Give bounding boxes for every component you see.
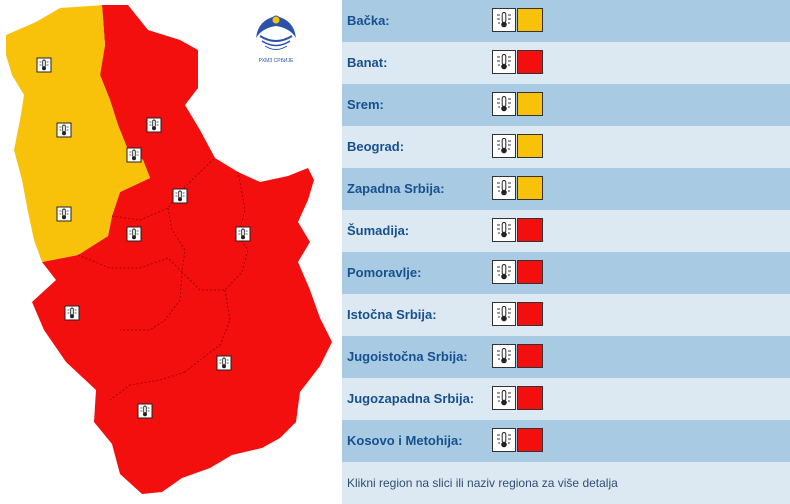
thermometer-icon <box>492 134 516 158</box>
thermometer-icon <box>492 92 516 116</box>
warning-level-yellow <box>517 134 543 158</box>
warning-level-red <box>517 428 543 452</box>
region-name-link[interactable]: Pomoravlje: <box>347 265 422 280</box>
region-name-link[interactable]: Srem: <box>347 97 384 112</box>
region-row[interactable]: Srem: <box>342 84 790 126</box>
region-row[interactable]: Istočna Srbija: <box>342 294 790 336</box>
region-row[interactable]: Kosovo i Metohija: <box>342 420 790 462</box>
region-name-link[interactable]: Jugozapadna Srbija: <box>347 391 475 406</box>
warning-map: РХМЗ СРБИЈЕ <box>0 0 340 504</box>
thermometer-icon <box>56 122 72 138</box>
warning-level-red <box>517 386 543 410</box>
region-row[interactable]: Zapadna Srbija: <box>342 168 790 210</box>
warning-level-red <box>517 260 543 284</box>
thermometer-icon <box>56 206 72 222</box>
region-row[interactable]: Šumadija: <box>342 210 790 252</box>
region-row[interactable]: Jugoistočna Srbija: <box>342 336 790 378</box>
region-name-link[interactable]: Jugoistočna Srbija: <box>347 349 468 364</box>
region-name-link[interactable]: Beograd: <box>347 139 405 154</box>
region-row[interactable]: Banat: <box>342 42 790 84</box>
thermometer-icon <box>126 147 142 163</box>
map-red-area[interactable] <box>32 5 332 494</box>
region-name-link[interactable]: Šumadija: <box>347 223 410 238</box>
warning-level-red <box>517 218 543 242</box>
map-svg: РХМЗ СРБИЈЕ <box>6 5 332 494</box>
region-row[interactable]: Pomoravlje: <box>342 252 790 294</box>
region-name-link[interactable]: Bačka: <box>347 13 390 28</box>
region-row[interactable]: Jugozapadna Srbija: <box>342 378 790 420</box>
rhmz-logo-icon: РХМЗ СРБИЈЕ <box>256 15 296 64</box>
thermometer-icon <box>492 8 516 32</box>
region-name-link[interactable]: Zapadna Srbija: <box>347 181 445 196</box>
region-row[interactable]: Bačka: <box>342 0 790 42</box>
thermometer-icon <box>64 305 80 321</box>
warning-level-yellow <box>517 92 543 116</box>
thermometer-icon <box>492 428 516 452</box>
thermometer-icon <box>492 218 516 242</box>
thermometer-icon <box>36 57 52 73</box>
region-row[interactable]: Beograd: <box>342 126 790 168</box>
thermometer-icon <box>172 188 188 204</box>
thermometer-icon <box>146 117 162 133</box>
thermometer-icon <box>492 176 516 200</box>
warning-level-yellow <box>517 8 543 32</box>
footer-hint: Klikni region na slici ili naziv regiona… <box>342 462 790 504</box>
thermometer-icon <box>492 302 516 326</box>
footer-text: Klikni region na slici ili naziv regiona… <box>347 476 618 490</box>
region-name-link[interactable]: Kosovo i Metohija: <box>347 433 463 448</box>
warning-level-yellow <box>517 176 543 200</box>
region-name-link[interactable]: Istočna Srbija: <box>347 307 437 322</box>
thermometer-icon <box>492 50 516 74</box>
thermometer-icon <box>492 260 516 284</box>
region-name-link[interactable]: Banat: <box>347 55 388 70</box>
thermometer-icon <box>492 344 516 368</box>
region-list: Bačka: Banat: Srem: Beograd: Zapadna Srbija:… <box>342 0 790 504</box>
warning-level-red <box>517 50 543 74</box>
thermometer-icon <box>492 386 516 410</box>
thermometer-icon <box>235 226 251 242</box>
thermometer-icon <box>216 355 232 371</box>
warning-level-red <box>517 302 543 326</box>
thermometer-icon <box>126 226 142 242</box>
warning-level-red <box>517 344 543 368</box>
thermometer-icon <box>137 403 153 419</box>
logo-caption: РХМЗ СРБИЈЕ <box>259 58 294 64</box>
